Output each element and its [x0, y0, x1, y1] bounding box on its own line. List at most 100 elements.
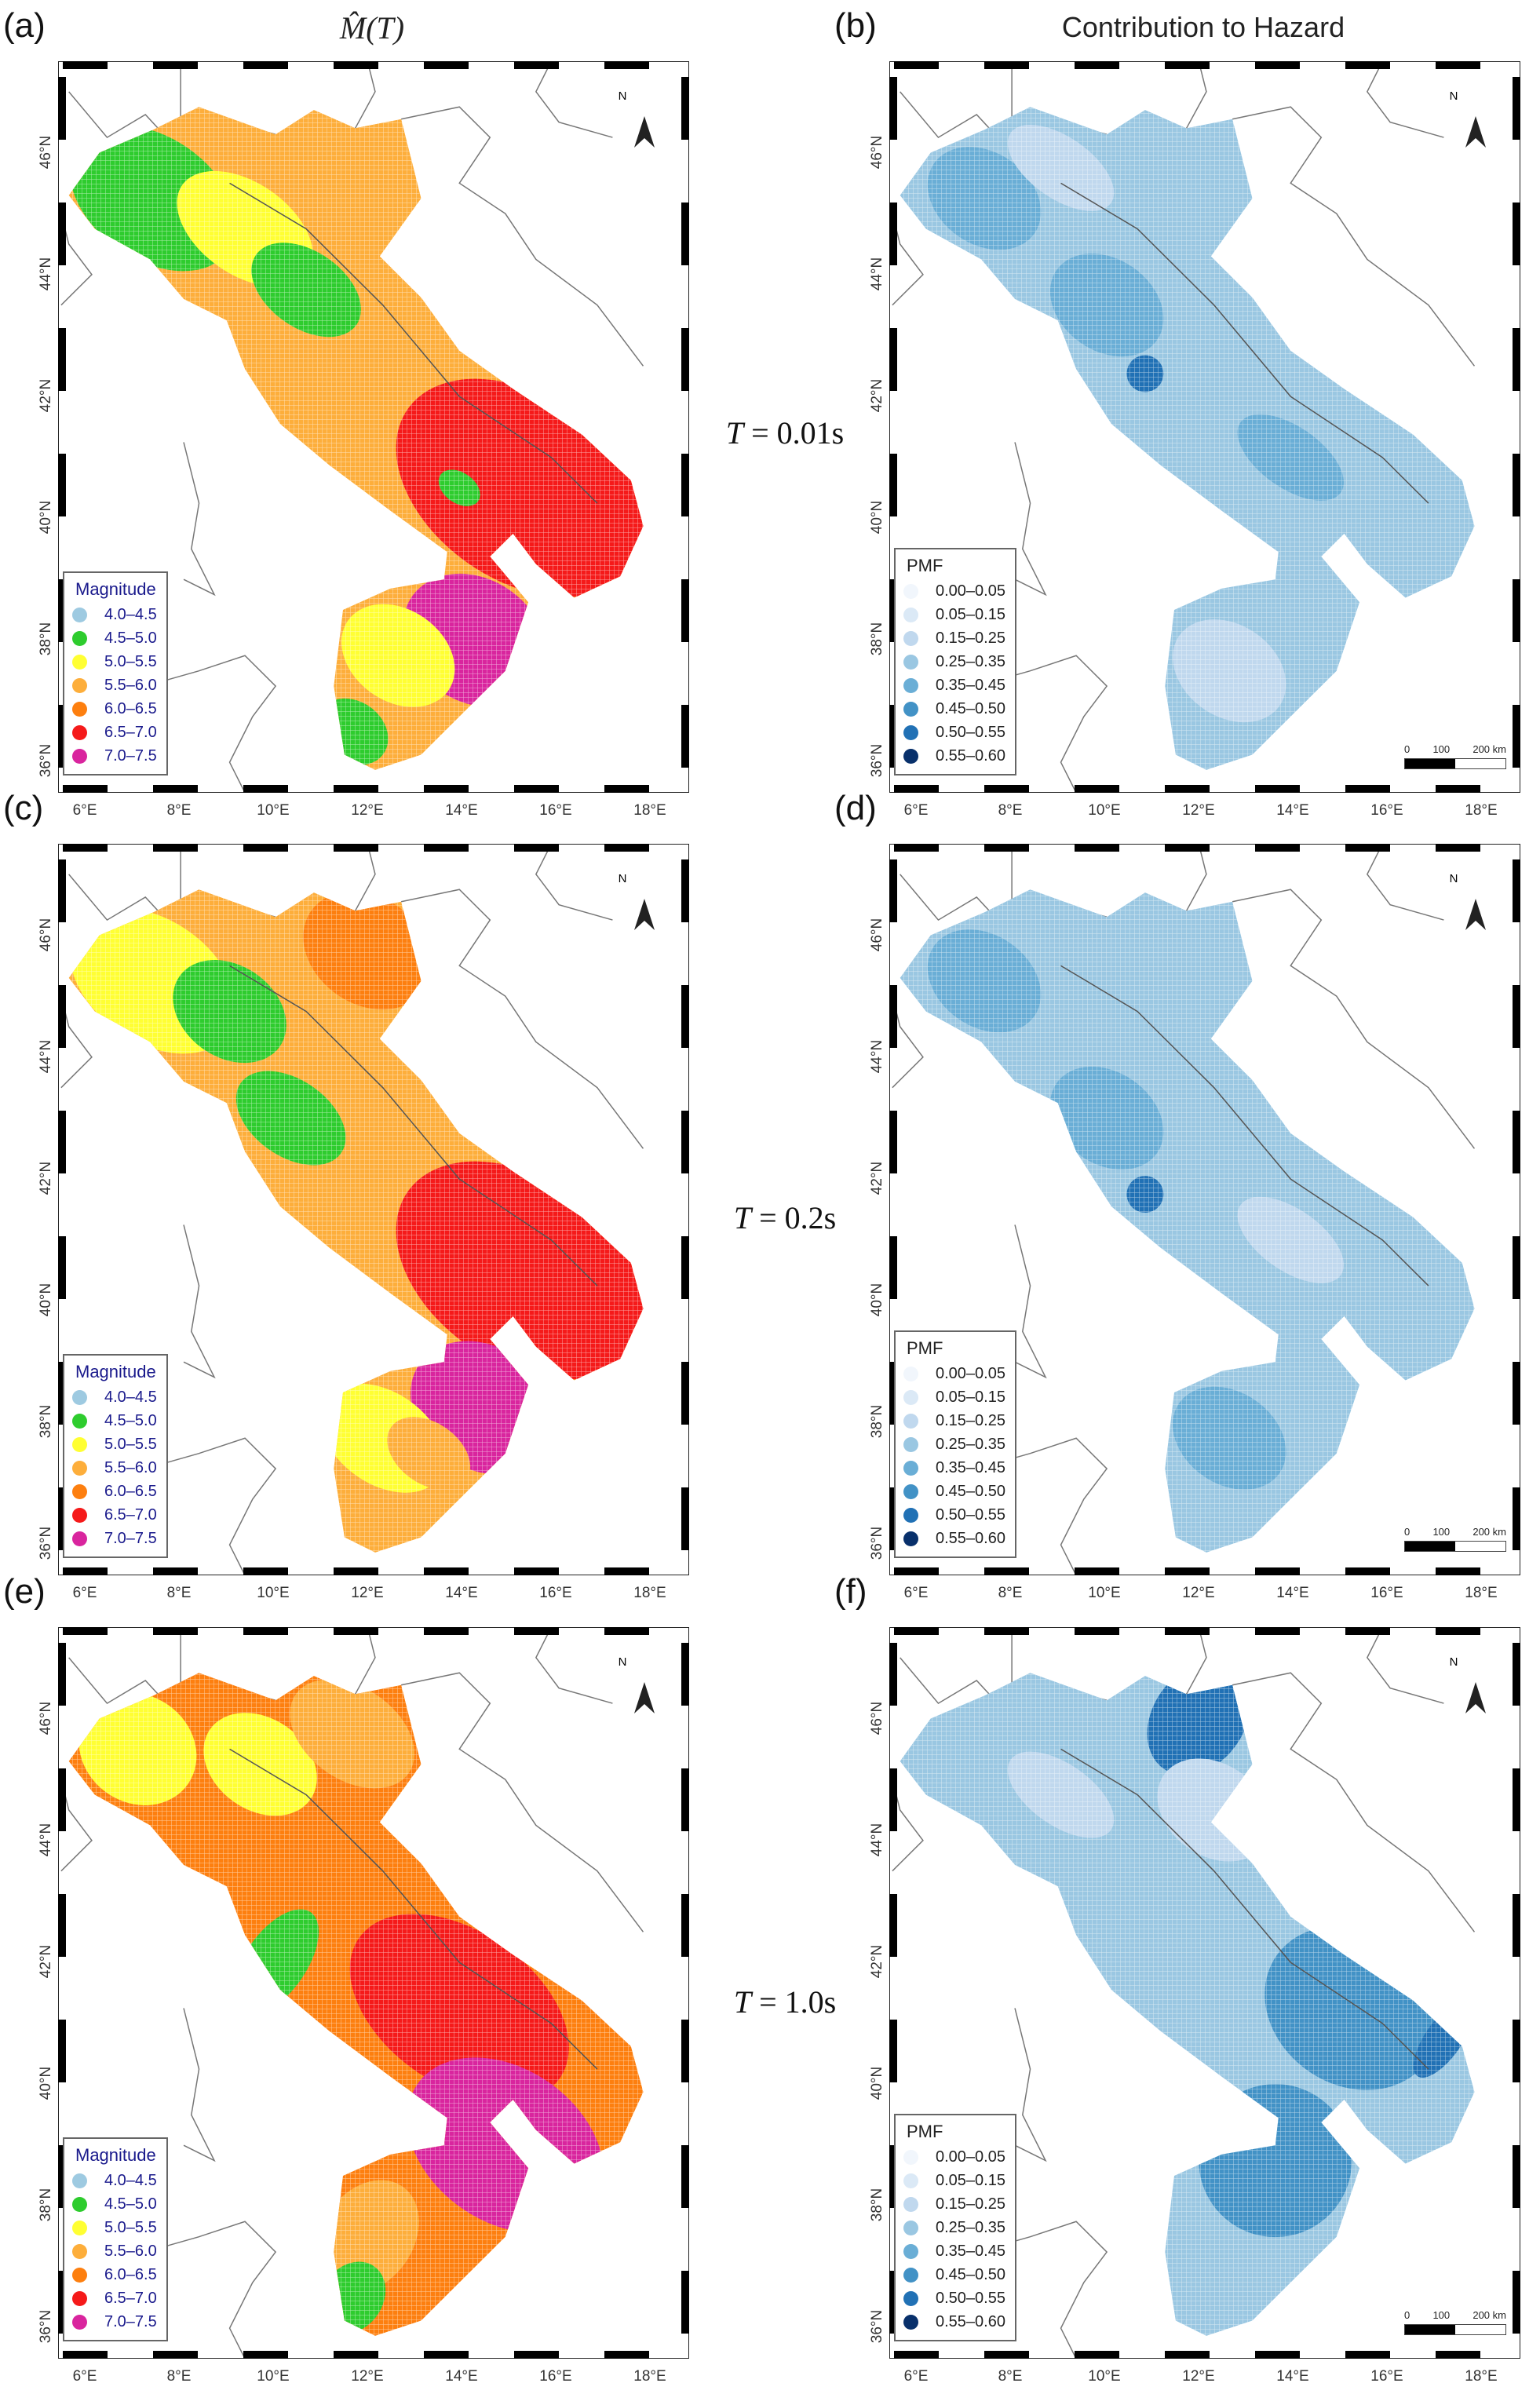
legend-item: 0.25–0.35 — [903, 650, 1005, 673]
x-tick-label: 6°E — [903, 2368, 929, 2385]
legend-swatch — [72, 2196, 87, 2212]
x-tick-label: 12°E — [1182, 802, 1215, 819]
country-border — [535, 1627, 613, 1704]
legend-swatch — [72, 1460, 87, 1476]
legend-swatch — [903, 1436, 918, 1452]
magnitude-legend: Magnitude 4.0–4.5 4.5–5.0 5.0–5.5 5.5–6.0 6.0… — [63, 1354, 168, 1558]
legend-item: 7.0–7.5 — [72, 2310, 157, 2334]
legend-title: PMF — [907, 556, 943, 575]
scale-label: 0 — [1404, 743, 1410, 755]
country-border — [1366, 61, 1444, 138]
legend-item-label: 0.15–0.25 — [936, 2195, 1005, 2213]
x-tick-label: 14°E — [445, 2368, 478, 2385]
country-border — [1366, 1627, 1444, 1704]
legend-item: 0.15–0.25 — [903, 2192, 1005, 2216]
country-border — [1185, 844, 1207, 911]
country-border — [1232, 106, 1476, 367]
y-tick-label: 42°N — [869, 378, 886, 413]
x-tick-label: 16°E — [539, 802, 572, 819]
legend-swatch — [903, 2220, 918, 2235]
legend-swatch — [903, 701, 918, 717]
legend-swatch — [903, 1483, 918, 1499]
legend-item: 5.5–6.0 — [72, 2239, 157, 2263]
legend-item-label: 0.35–0.45 — [936, 676, 1005, 694]
x-tick-label: 8°E — [166, 1585, 192, 1601]
legend-item: 6.0–6.5 — [72, 1480, 157, 1503]
x-tick-label: 10°E — [257, 1585, 290, 1601]
y-tick-label: 40°N — [38, 2066, 55, 2100]
x-tick-label: 14°E — [1276, 2368, 1309, 2385]
scale-bar: 0 100 200 km — [1404, 2309, 1506, 2335]
country-border — [1014, 1224, 1047, 1379]
legend-item: 0.00–0.05 — [903, 579, 1005, 603]
legend-swatch — [72, 677, 87, 693]
legend-item-label: 0.05–0.15 — [936, 605, 1005, 623]
x-tick-label: 16°E — [1370, 802, 1403, 819]
legend-title: Magnitude — [75, 579, 156, 599]
north-label: N — [1449, 1655, 1458, 1669]
period-value: = 0.01s — [743, 415, 845, 451]
country-border — [1014, 442, 1047, 597]
country-border — [400, 1672, 644, 1932]
legend-swatch — [72, 748, 87, 764]
legend-item-label: 0.15–0.25 — [936, 1411, 1005, 1429]
legend-swatch — [903, 2149, 918, 2165]
legend-swatch — [903, 1460, 918, 1476]
x-tick-label: 18°E — [1465, 1585, 1498, 1601]
y-tick-label: 42°N — [38, 1161, 55, 1195]
legend-item-label: 6.0–6.5 — [104, 1482, 157, 1500]
legend-item: 0.55–0.60 — [903, 2310, 1005, 2334]
x-tick-label: 6°E — [72, 802, 97, 819]
coastline — [1060, 965, 1429, 1286]
legend-item-label: 0.55–0.60 — [936, 2312, 1005, 2330]
x-tick-label: 12°E — [351, 1585, 384, 1601]
legend-swatch — [72, 2243, 87, 2259]
legend-item-label: 0.15–0.25 — [936, 629, 1005, 647]
north-label: N — [618, 89, 627, 103]
legend-item-label: 0.55–0.60 — [936, 746, 1005, 765]
legend-swatch — [903, 724, 918, 740]
north-arrow-icon — [1465, 1682, 1486, 1713]
x-tick-label: 12°E — [1182, 1585, 1215, 1601]
legend-item: 6.5–7.0 — [72, 721, 157, 744]
country-border — [535, 844, 613, 921]
legend-swatch — [903, 2290, 918, 2306]
legend-item: 6.5–7.0 — [72, 1503, 157, 1527]
y-tick-label: 40°N — [869, 500, 886, 535]
column-title-hazard: Contribution to Hazard — [1061, 11, 1345, 43]
y-tick-label: 38°N — [869, 2188, 886, 2222]
legend-swatch — [903, 607, 918, 622]
legend-swatch — [72, 2267, 87, 2283]
north-arrow-icon — [634, 116, 655, 148]
legend-swatch — [72, 630, 87, 646]
panel-label: (b) — [834, 6, 877, 45]
country-border — [1366, 844, 1444, 921]
legend-item: 4.5–5.0 — [72, 626, 157, 650]
x-tick-label: 6°E — [72, 2368, 97, 2385]
pmf-legend: PMF 0.00–0.05 0.05–0.15 0.15–0.25 0.25–0.35 0… — [894, 548, 1016, 775]
x-tick-label: 18°E — [633, 2368, 666, 2385]
legend-swatch — [72, 1436, 87, 1452]
x-tick-label: 10°E — [257, 2368, 290, 2385]
legend-item-label: 0.45–0.50 — [936, 699, 1005, 717]
legend-swatch — [903, 1507, 918, 1523]
legend-item-label: 0.25–0.35 — [936, 2218, 1005, 2236]
column-title-magnitude: M̂(T) — [339, 10, 405, 46]
legend-item-label: 4.0–4.5 — [104, 1388, 157, 1406]
north-arrow-icon — [1465, 899, 1486, 930]
legend-item: 0.50–0.55 — [903, 721, 1005, 744]
y-tick-label: 38°N — [869, 622, 886, 656]
y-tick-label: 46°N — [869, 1701, 886, 1735]
legend-item-label: 5.5–6.0 — [104, 2242, 157, 2260]
legend-item: 4.0–4.5 — [72, 603, 157, 626]
legend-item-label: 6.5–7.0 — [104, 2289, 157, 2307]
y-tick-label: 36°N — [869, 2309, 886, 2344]
country-border — [976, 655, 1108, 793]
legend-swatch — [72, 2314, 87, 2330]
legend-title: Magnitude — [75, 1362, 156, 1381]
coastline — [229, 182, 598, 504]
country-border — [183, 2008, 216, 2162]
legend-item-label: 5.0–5.5 — [104, 2218, 157, 2236]
legend-item-label: 0.55–0.60 — [936, 1529, 1005, 1547]
legend-swatch — [903, 1366, 918, 1381]
